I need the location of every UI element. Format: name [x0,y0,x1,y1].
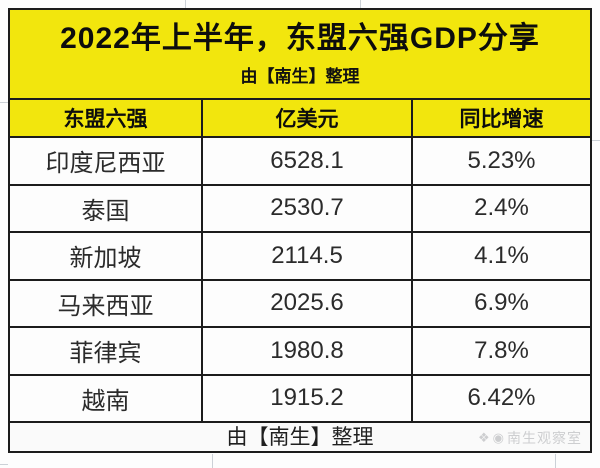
table-row: 菲律宾 1980.8 7.8% [10,328,590,376]
table-row: 印度尼西亚 6528.1 5.23% [10,138,590,186]
cell-gdp: 1915.2 [203,375,413,421]
page-title: 2022年上半年，东盟六强GDP分享 [60,21,540,55]
watermark: ❖ ◉ 南生观察室 [478,428,582,448]
table-row: 泰国 2530.7 2.4% [10,185,590,233]
column-header-country: 东盟六强 [10,100,203,136]
watermark-text: 南生观察室 [507,430,582,446]
cell-growth: 6.9% [474,289,529,317]
title-block: 2022年上半年，东盟六强GDP分享 由【南生】整理 [10,10,590,100]
spreadsheet-gridline [555,454,556,468]
spreadsheet-gridline [185,0,186,8]
title-credit: 由【南生】整理 [240,66,360,86]
cell-gdp: 2025.6 [203,280,413,326]
cell-gdp: 1980.8 [203,328,413,374]
cell-gdp: 6528.1 [203,138,413,184]
table-footer: 由【南生】整理 ❖ ◉ 南生观察室 [10,423,590,451]
spreadsheet-gridline [592,140,600,141]
table-row: 马来西亚 2025.6 6.9% [10,280,590,328]
cell-growth: 4.1% [474,241,529,269]
cell-country: 泰国 [10,185,203,231]
cell-country: 新加坡 [10,233,203,279]
cell-country: 马来西亚 [10,280,203,326]
cell-gdp: 2114.5 [203,233,413,279]
cell-growth: 7.8% [474,336,529,364]
cell-country: 印度尼西亚 [10,138,203,184]
watermark-badge-icon: ❖ [478,430,491,445]
cell-growth: 2.4% [474,194,529,222]
cell-country: 菲律宾 [10,328,203,374]
spreadsheet-gridline [0,102,8,103]
watermark-circle-icon: ◉ [492,430,505,445]
table-row: 新加坡 2114.5 4.1% [10,233,590,281]
cell-gdp: 2530.7 [203,185,413,231]
cell-country: 越南 [10,375,203,421]
spreadsheet-gridline [360,0,361,8]
spreadsheet-gridline [0,464,8,465]
column-header-gdp: 亿美元 [203,100,413,136]
gdp-table: 2022年上半年，东盟六强GDP分享 由【南生】整理 东盟六强 亿美元 同比增速… [8,8,592,453]
table-row: 越南 1915.2 6.42% [10,375,590,423]
spreadsheet-gridline [212,454,213,468]
cell-growth: 6.42% [467,384,536,412]
footer-credit: 由【南生】整理 [226,425,374,449]
cell-growth: 5.23% [467,146,536,174]
column-header-growth: 同比增速 [459,108,544,131]
table-header-row: 东盟六强 亿美元 同比增速 [10,100,590,138]
